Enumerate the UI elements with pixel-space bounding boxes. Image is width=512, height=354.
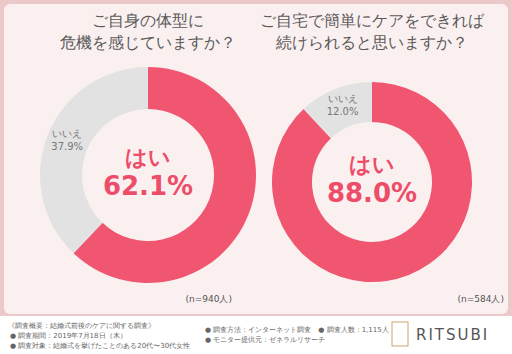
value-label: 62.1% (103, 171, 193, 201)
footer: 《調査概要：結婚式前後のケアに関する調査》 ● 調査期間：2019年7月18日（木… (0, 316, 512, 354)
note: (n=584人) (458, 294, 504, 304)
labels: はい62.1% いいえ 37.9% (51, 128, 193, 201)
footer-item: ● モニター提供元：ゼネラルリサーチ (205, 336, 325, 344)
brand: RITSUBI (416, 326, 489, 344)
title-line: 危機を感じていますか？ (60, 33, 236, 52)
footer-heading: 《調査概要：結婚式前後のケアに関する調査》 (8, 322, 155, 330)
value-label: 37.9% (51, 141, 83, 152)
footer-item: ● 調査対象：結婚式を挙げたことのある20代〜30代女性 (10, 342, 190, 350)
footer-item: ● 調査期間：2019年7月18日（木） (10, 332, 127, 340)
labels: はい88.0% いいえ 12.0% (327, 93, 417, 208)
title: ご自身の体型に危機を感じていますか？ (60, 11, 236, 52)
title-line: ご自身の体型に (92, 11, 204, 30)
chart: ご自身の体型に危機を感じていますか？ はい62.1% いいえ 37.9% (n=940人… (40, 11, 256, 304)
title-line: ご自宅で簡単にケアをできれば (260, 11, 485, 30)
category-label: はい (349, 152, 395, 177)
logo-mark (392, 322, 408, 346)
category-label: いいえ (328, 93, 358, 104)
footer-band (0, 316, 512, 354)
category-label: いいえ (52, 128, 82, 139)
slices (272, 82, 472, 282)
title: ご自宅で簡単にケアをできれば続けられると思いますか？ (260, 11, 485, 52)
category-label: はい (125, 145, 171, 170)
slices (40, 67, 256, 283)
chart: ご自宅で簡単にケアをできれば続けられると思いますか？ はい88.0% いいえ 12.0… (260, 11, 504, 304)
value-label: 12.0% (327, 106, 359, 117)
panel (4, 4, 508, 314)
slice (304, 82, 372, 138)
footer-item: ● 調査方法：インターネット調査 ● 調査人数：1,115人 (205, 326, 389, 334)
slice (272, 82, 472, 282)
canvas: ご自身の体型に危機を感じていますか？はい62.1%いいえ37.9%(n=940人… (0, 0, 512, 354)
value-label: 88.0% (327, 178, 417, 208)
note: (n=940人) (186, 294, 232, 304)
title-line: 続けられると思いますか？ (275, 33, 468, 52)
